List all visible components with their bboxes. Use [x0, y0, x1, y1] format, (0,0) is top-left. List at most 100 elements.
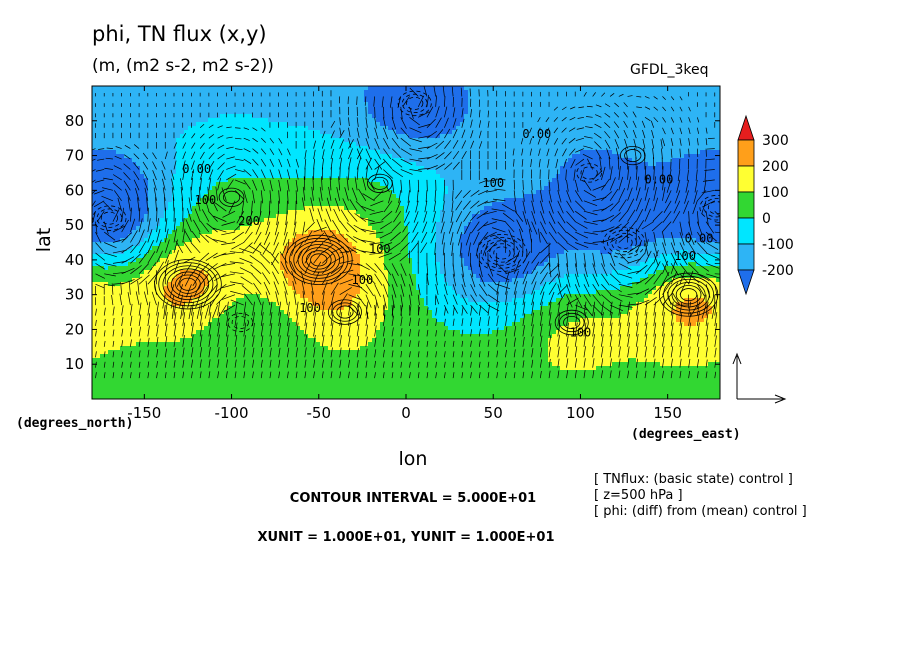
field-cell [180, 390, 185, 395]
field-cell [340, 370, 345, 375]
field-cell [236, 282, 241, 287]
field-cell [216, 94, 221, 99]
field-cell [264, 342, 269, 347]
field-cell [324, 146, 329, 151]
field-cell [256, 198, 261, 203]
field-cell [300, 318, 305, 323]
field-cell [288, 286, 293, 291]
field-cell [228, 118, 233, 123]
field-cell [140, 234, 145, 239]
field-cell [156, 166, 161, 171]
field-cell [252, 210, 257, 215]
field-cell [308, 162, 313, 167]
field-cell [184, 234, 189, 239]
field-cell [184, 258, 189, 263]
field-cell [132, 362, 137, 367]
field-cell [128, 238, 133, 243]
field-cell [164, 362, 169, 367]
field-cell [252, 110, 257, 115]
field-cell [288, 358, 293, 363]
field-cell [284, 198, 289, 203]
field-cell [280, 170, 285, 175]
field-cell [344, 122, 349, 127]
field-cell [276, 290, 281, 295]
field-cell [288, 210, 293, 215]
field-cell [136, 154, 141, 159]
field-cell [236, 286, 241, 291]
field-cell [120, 102, 125, 107]
field-cell [184, 370, 189, 375]
field-cell [200, 122, 205, 127]
field-cell [256, 262, 261, 267]
field-cell [340, 154, 345, 159]
field-cell [220, 342, 225, 347]
field-cell [308, 262, 313, 267]
field-cell [264, 374, 269, 379]
field-cell [200, 214, 205, 219]
field-cell [128, 182, 133, 187]
field-cell [216, 378, 221, 383]
field-cell [316, 366, 321, 371]
field-cell [244, 166, 249, 171]
field-cell [216, 294, 221, 299]
field-cell [140, 134, 145, 139]
field-cell [288, 362, 293, 367]
field-cell [188, 86, 193, 91]
field-cell [300, 238, 305, 243]
field-cell [112, 318, 117, 323]
field-cell [296, 206, 301, 211]
field-cell [240, 166, 245, 171]
field-cell [104, 234, 109, 239]
field-cell [272, 330, 277, 335]
field-cell [328, 342, 333, 347]
field-cell [116, 218, 121, 223]
field-cell [292, 194, 297, 199]
field-cell [180, 358, 185, 363]
field-cell [144, 206, 149, 211]
field-cell [160, 106, 165, 111]
field-cell [92, 230, 97, 235]
field-cell [108, 286, 113, 291]
field-cell [280, 114, 285, 119]
field-cell [164, 382, 169, 387]
field-cell [212, 254, 217, 259]
field-cell [316, 262, 321, 267]
field-cell [332, 246, 337, 251]
field-cell [272, 106, 277, 111]
field-cell [232, 310, 237, 315]
field-cell [200, 374, 205, 379]
field-cell [164, 354, 169, 359]
field-cell [200, 346, 205, 351]
field-cell [116, 98, 121, 103]
field-cell [276, 98, 281, 103]
field-cell [212, 382, 217, 387]
field-cell [272, 386, 277, 391]
field-cell [268, 206, 273, 211]
field-cell [264, 334, 269, 339]
field-cell [108, 330, 113, 335]
field-cell [188, 166, 193, 171]
field-cell [96, 154, 101, 159]
field-cell [188, 350, 193, 355]
field-cell [220, 182, 225, 187]
field-cell [324, 278, 329, 283]
field-cell [144, 286, 149, 291]
field-cell [304, 390, 309, 395]
field-cell [304, 310, 309, 315]
field-cell [280, 366, 285, 371]
field-cell [128, 318, 133, 323]
field-cell [236, 394, 241, 399]
field-cell [168, 342, 173, 347]
field-cell [180, 214, 185, 219]
field-cell [124, 122, 129, 127]
field-cell [148, 386, 153, 391]
field-cell [200, 182, 205, 187]
field-cell [316, 326, 321, 331]
field-cell [252, 118, 257, 123]
field-cell [252, 178, 257, 183]
field-cell [152, 274, 157, 279]
field-cell [284, 122, 289, 127]
field-cell [224, 382, 229, 387]
field-cell [196, 334, 201, 339]
field-cell [224, 182, 229, 187]
